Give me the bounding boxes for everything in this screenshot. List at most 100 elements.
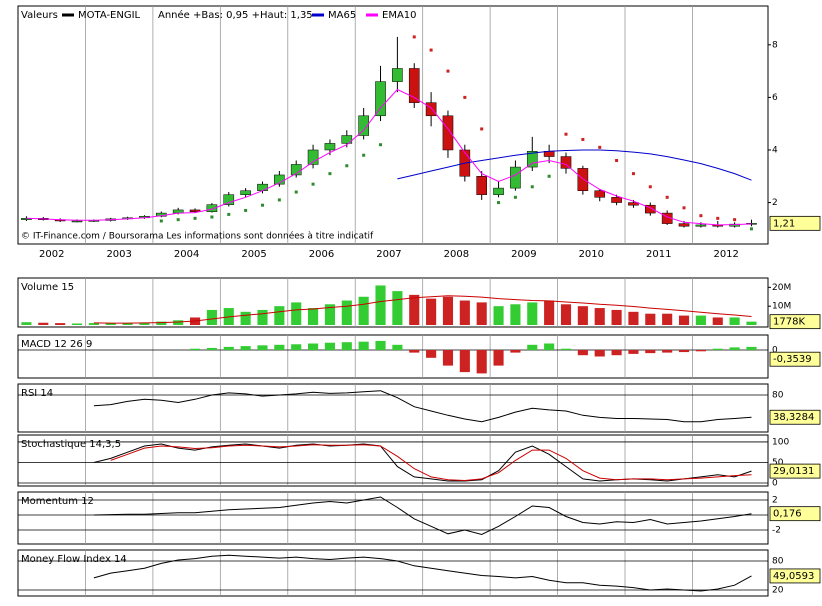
bar [88, 323, 99, 325]
y-tick-label: 20M [772, 283, 791, 293]
last-value-label: -0,3539 [773, 354, 812, 365]
sar-dot [513, 195, 517, 199]
bar [375, 285, 386, 325]
y-tick-label: 50 [772, 458, 784, 468]
bar [678, 315, 690, 325]
bar [442, 296, 454, 325]
bar [55, 323, 66, 325]
bar [695, 350, 706, 352]
candle-body [526, 151, 538, 168]
candle-body [644, 204, 656, 214]
y-tick-label: 2 [772, 198, 778, 208]
sar-dot [429, 48, 433, 52]
bar [274, 306, 285, 325]
sar-dot [615, 158, 619, 162]
bar [577, 350, 588, 356]
sar-dot [328, 172, 332, 176]
bar [139, 322, 150, 325]
bar [628, 311, 639, 325]
panel-frame [17, 5, 769, 245]
bar [105, 323, 116, 325]
bar [527, 344, 538, 350]
bar [71, 323, 83, 325]
series-line [93, 295, 752, 324]
bar [560, 348, 572, 350]
panel-frame [17, 334, 769, 379]
x-tick-label: 2004 [174, 249, 199, 260]
last-value-box [769, 215, 821, 231]
bar [257, 309, 268, 325]
sar-dot [682, 206, 686, 210]
sar-dot [159, 219, 163, 223]
bar [645, 350, 656, 354]
series-line [93, 390, 752, 423]
sar-dot [716, 216, 720, 220]
sar-dot [564, 132, 568, 136]
y-tick-label: 8 [772, 40, 778, 50]
x-tick-label: 2011 [646, 249, 671, 260]
panel-title: MACD 12 26 9 [21, 339, 92, 350]
bar [240, 311, 251, 325]
last-value-box [769, 506, 821, 522]
source-note: © IT-Finance.com / Boursorama Les inform… [21, 231, 374, 242]
sar-dot [598, 145, 602, 149]
bar [459, 350, 470, 373]
bar [712, 348, 723, 350]
panel-frame [17, 549, 769, 597]
bar [611, 309, 622, 325]
candle-body [408, 68, 420, 103]
sar-dot [631, 172, 635, 176]
bar [459, 300, 470, 325]
candle-body [358, 115, 369, 136]
bar [409, 294, 420, 325]
y-tick-label: 100 [772, 437, 789, 447]
last-value-box [769, 568, 821, 584]
sar-dot [497, 201, 501, 205]
sar-dot [699, 214, 703, 218]
x-tick-label: 2010 [579, 249, 604, 260]
candle-body [442, 115, 454, 151]
last-value-label: 38,3284 [773, 412, 814, 423]
sar-dot [227, 212, 231, 216]
sar-dot [648, 185, 652, 189]
bar [409, 350, 420, 353]
sar-dot [244, 208, 248, 212]
candle-body [628, 202, 639, 206]
sar-dot [749, 227, 753, 231]
y-tick-label: 80 [772, 391, 784, 401]
sar-dot [665, 195, 669, 199]
bar [695, 315, 706, 325]
series-line [397, 149, 752, 181]
bar [223, 346, 234, 350]
bar [510, 350, 521, 353]
sar-dot [260, 203, 264, 207]
panel-title: Stochastique 14,3,5 [21, 439, 121, 450]
last-value-box [769, 351, 821, 367]
sar-dot [463, 95, 467, 99]
legend-label: MA65 [328, 10, 356, 21]
panel-title: Money Flow Index 14 [21, 554, 127, 565]
sar-dot [480, 127, 484, 131]
candle-body [240, 190, 251, 195]
bar [189, 348, 201, 350]
candle-body [425, 102, 437, 117]
subtitle: Année +Bas: 0,95 +Haut: 1,35 [158, 9, 313, 21]
bar [662, 313, 673, 325]
sar-dot [193, 216, 197, 220]
bar [662, 350, 673, 353]
bar [324, 304, 335, 325]
bar [156, 321, 167, 325]
bar [527, 302, 538, 325]
bar [729, 317, 740, 325]
x-tick-label: 2002 [39, 249, 64, 260]
bar [729, 347, 740, 350]
panel-title: RSI 14 [21, 388, 53, 399]
bar [712, 317, 723, 325]
x-tick-label: 2003 [106, 249, 131, 260]
sar-dot [345, 164, 349, 168]
bar [341, 300, 352, 325]
bar [324, 342, 335, 350]
panel-title: Valeurs [21, 10, 58, 21]
bar [206, 347, 217, 350]
